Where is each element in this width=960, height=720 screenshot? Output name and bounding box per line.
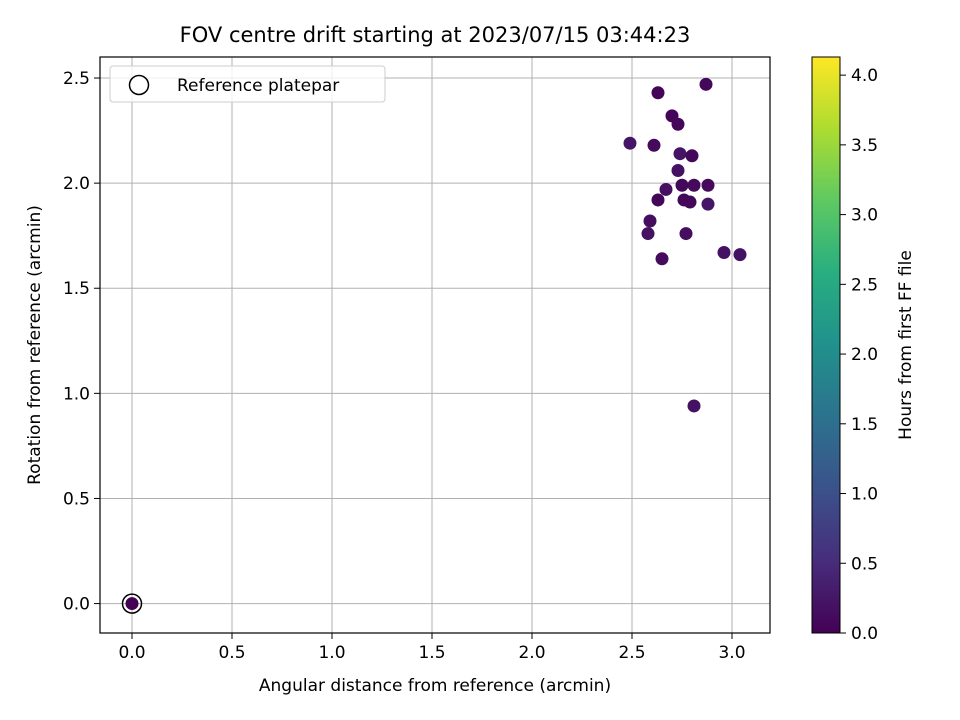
data-point [671, 117, 685, 131]
x-tick-label: 1.5 [418, 643, 445, 663]
colorbar-tick-label: 1.0 [851, 485, 878, 505]
data-point [651, 86, 665, 100]
legend-label: Reference platepar [177, 76, 339, 96]
colorbar-tick-label: 3.5 [851, 136, 878, 156]
data-point [641, 227, 655, 241]
legend-box [109, 65, 386, 103]
data-point [683, 195, 697, 209]
x-tick-label: 2.5 [618, 643, 645, 663]
colorbar-tick-label: 3.0 [851, 206, 878, 226]
grid-lines [100, 57, 770, 633]
data-point [701, 197, 715, 211]
y-tick-label: 1.0 [63, 384, 90, 404]
legend: Reference platepar [109, 65, 386, 103]
colorbar: 0.0 0.5 1.0 1.5 2.0 2.5 3.0 3.5 4.0 Hours from f… [811, 56, 916, 644]
data-point [717, 246, 731, 260]
data-point [651, 193, 665, 207]
x-tick-label: 0.5 [218, 643, 245, 663]
data-point [659, 182, 673, 196]
data-point [643, 214, 657, 228]
data-point [687, 178, 701, 192]
data-point [675, 178, 689, 192]
y-tick-label: 2.5 [63, 69, 90, 89]
legend-marker-hollow-circle [128, 74, 150, 96]
colorbar-tick-label: 2.5 [851, 275, 878, 295]
data-point [679, 227, 693, 241]
y-tick-label: 2.0 [63, 174, 90, 194]
data-point [685, 149, 699, 163]
data-point [687, 399, 701, 413]
x-tick-label: 0.0 [118, 643, 145, 663]
colorbar-ticks: 0.0 0.5 1.0 1.5 2.0 2.5 3.0 3.5 4.0 [840, 66, 878, 644]
scatter-points [121, 77, 747, 614]
x-axis-ticks: 0.0 0.5 1.0 1.5 2.0 2.5 3.0 [118, 633, 746, 663]
colorbar-tick-label: 1.5 [851, 415, 878, 435]
chart-title: FOV centre drift starting at 2023/07/15 … [180, 23, 691, 47]
y-tick-label: 0.5 [63, 489, 90, 509]
x-tick-label: 2.0 [518, 643, 545, 663]
colorbar-tick-label: 0.0 [851, 624, 878, 644]
data-point [699, 77, 713, 91]
colorbar-label: Hours from first FF file [896, 250, 916, 440]
reference-point-marker [121, 593, 143, 614]
data-point [647, 138, 661, 152]
data-point [655, 252, 669, 266]
data-point [125, 597, 139, 611]
colorbar-tick-label: 0.5 [851, 554, 878, 574]
y-tick-label: 0.0 [63, 595, 90, 615]
y-axis-ticks: 0.0 0.5 1.0 1.5 2.0 2.5 [63, 69, 100, 615]
x-tick-label: 1.0 [318, 643, 345, 663]
x-tick-label: 3.0 [718, 643, 745, 663]
data-point [733, 248, 747, 262]
x-axis-label: Angular distance from reference (arcmin) [259, 676, 611, 696]
data-point [673, 147, 687, 161]
data-point [671, 164, 685, 178]
colorbar-tick-label: 2.0 [851, 345, 878, 365]
y-tick-label: 1.5 [63, 279, 90, 299]
y-axis-label: Rotation from reference (arcmin) [25, 205, 45, 485]
colorbar-tick-label: 4.0 [851, 66, 878, 86]
data-point [623, 136, 637, 150]
colorbar-gradient [811, 56, 841, 634]
data-point [701, 178, 715, 192]
plot-frame [99, 56, 771, 634]
